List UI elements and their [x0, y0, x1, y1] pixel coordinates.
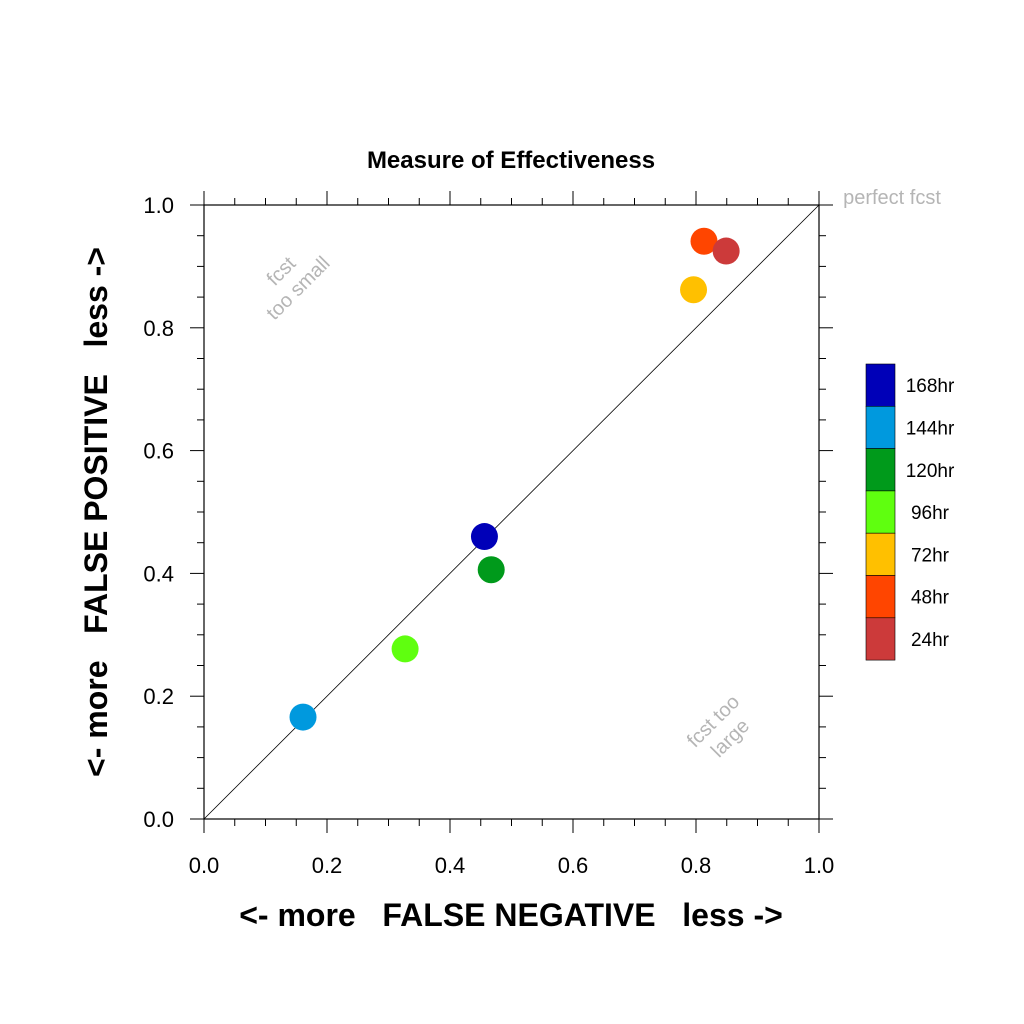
x-tick-label: 0.8: [681, 853, 712, 878]
point-96hr: [391, 635, 419, 663]
legend-label-168hr: 168hr: [906, 376, 955, 397]
too-large-annotation: fcst too large: [683, 691, 754, 762]
legend-swatch-72hr: [865, 532, 896, 576]
legend: 168hr 144hr 120hr 96hr 72hr 48hr 24hr: [865, 363, 955, 661]
x-tick-label: 0.2: [312, 853, 343, 878]
axis-ticks: [190, 191, 833, 833]
y-tick-label: 0.6: [143, 439, 174, 464]
x-axis-label: <- more FALSE NEGATIVE less ->: [239, 897, 783, 933]
legend-swatch-168hr: [865, 363, 896, 407]
legend-swatch-144hr: [865, 405, 896, 449]
perfect-forecast-annotation: perfect fcst: [843, 187, 941, 209]
y-axis-label: <- more FALSE POSITIVE less ->: [78, 247, 114, 777]
legend-label-24hr: 24hr: [911, 630, 950, 651]
point-72hr: [680, 276, 708, 304]
point-144hr: [289, 703, 317, 731]
legend-label-120hr: 120hr: [906, 461, 955, 482]
point-48hr: [690, 227, 718, 255]
legend-swatch-24hr: [865, 617, 896, 661]
y-tick-label: 1.0: [143, 193, 174, 218]
legend-swatch-120hr: [865, 448, 896, 492]
data-points: [289, 227, 740, 731]
x-tick-label: 1.0: [804, 853, 835, 878]
legend-label-144hr: 144hr: [906, 418, 955, 439]
legend-label-72hr: 72hr: [911, 545, 950, 566]
legend-label-96hr: 96hr: [911, 503, 950, 524]
point-24hr: [712, 237, 740, 265]
point-168hr: [470, 523, 498, 551]
axis-tick-labels: 0.0 0.2 0.4 0.6 0.8 1.0 0.0 0.2 0.4 0.6 0.8 1.0: [143, 193, 834, 878]
y-tick-label: 0.0: [143, 807, 174, 832]
chart-title: Measure of Effectiveness: [367, 147, 655, 174]
legend-swatch-96hr: [865, 490, 896, 534]
legend-swatch-48hr: [865, 575, 896, 619]
y-tick-label: 0.4: [143, 561, 174, 586]
point-120hr: [477, 556, 505, 584]
x-tick-label: 0.0: [189, 853, 220, 878]
y-tick-label: 0.2: [143, 684, 174, 709]
legend-label-48hr: 48hr: [911, 588, 950, 609]
x-tick-label: 0.4: [435, 853, 466, 878]
y-tick-label: 0.8: [143, 316, 174, 341]
x-tick-label: 0.6: [558, 853, 589, 878]
too-small-annotation: fcst too small: [262, 252, 334, 324]
